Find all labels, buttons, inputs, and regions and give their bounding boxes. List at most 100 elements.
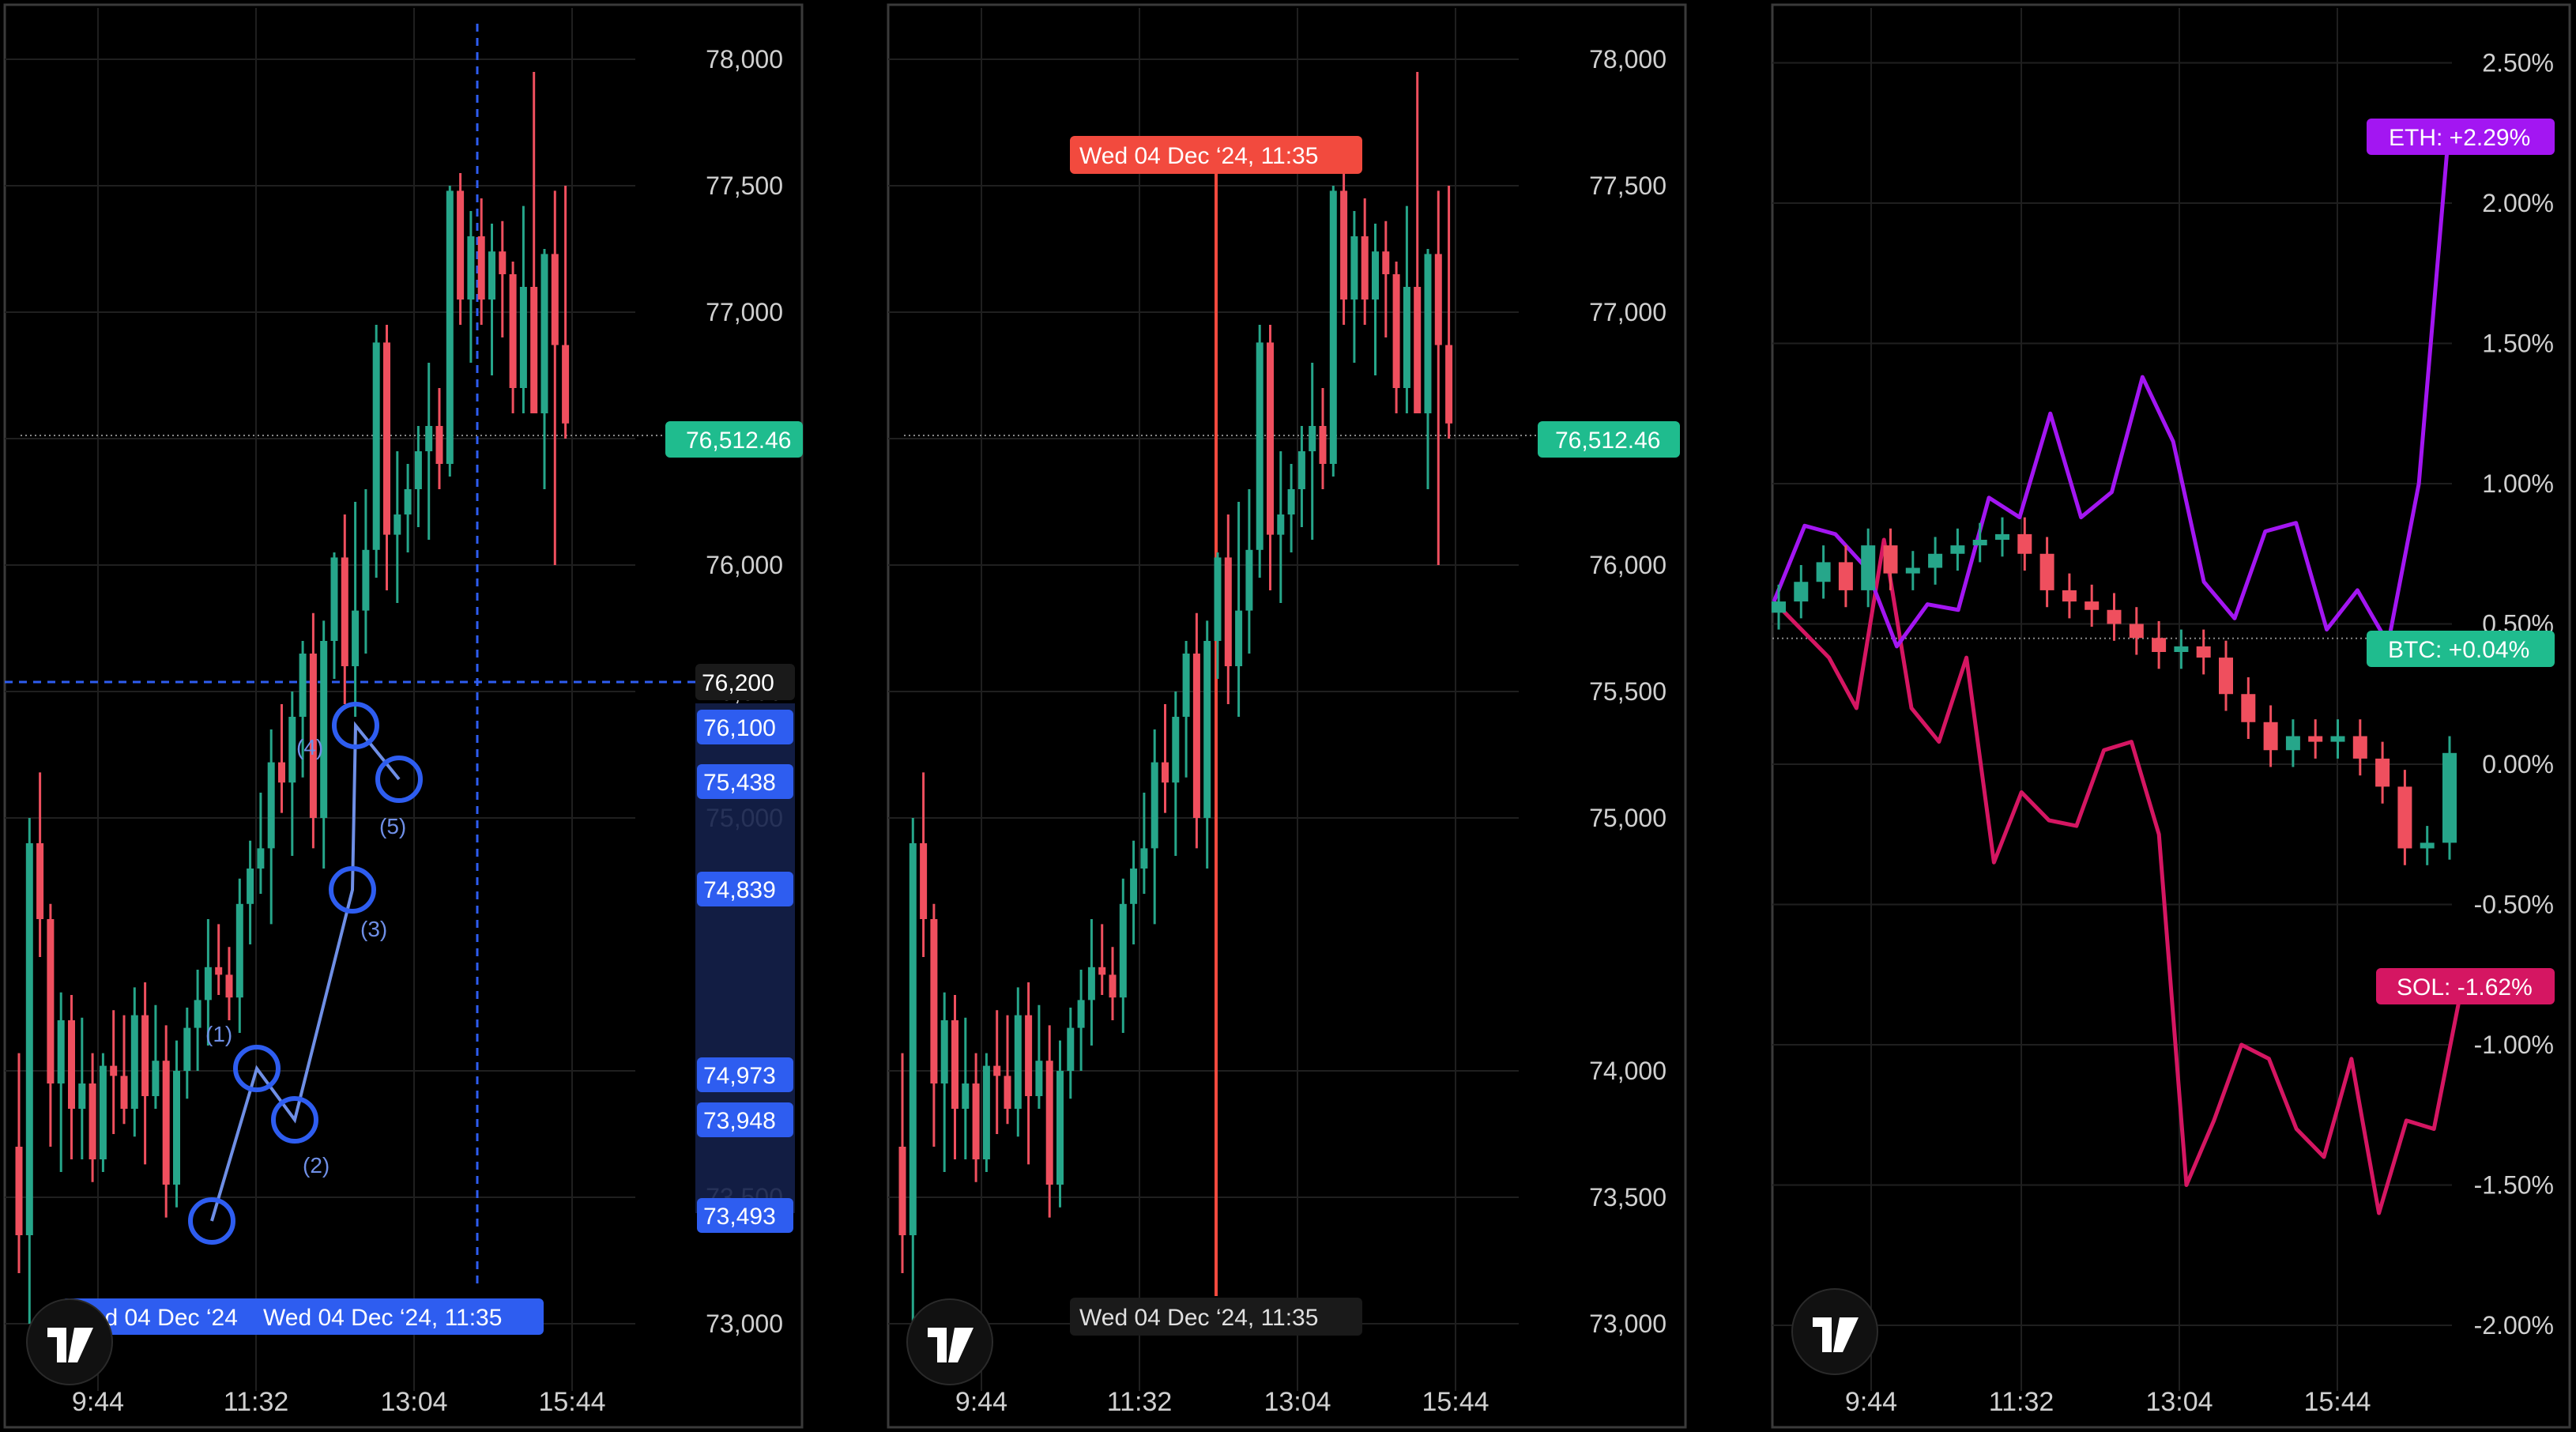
candle-body [962,1083,970,1109]
y-tick-label: 78,000 [706,45,783,73]
candle-body [1067,1027,1075,1071]
candle-body [993,1065,1001,1076]
drawing-price-label[interactable]: 76,100 [703,715,776,741]
x-tick-label: 13:04 [2145,1387,2213,1417]
btc-candle-body [2285,736,2300,751]
x-tick-label: 11:32 [1107,1387,1173,1417]
y-tick-label: 1.50% [2482,330,2554,358]
wave-point-5[interactable] [375,756,423,803]
drawing-price-label[interactable]: 73,948 [703,1108,776,1134]
y-tick-label: 78,000 [1589,45,1666,73]
candle-body [1245,549,1253,611]
candle-body [920,843,928,919]
y-tick-label: -0.50% [2474,891,2554,919]
candle-body [1151,762,1158,849]
y-tick-label: 77,000 [706,298,783,326]
y-tick-label: 2.50% [2482,49,2554,77]
candle-body [435,426,443,464]
drawing-price-label[interactable]: 73,493 [703,1204,776,1230]
candle-body [1045,1061,1053,1185]
sol-line [1772,537,2464,1215]
y-tick-label: 76,000 [706,551,783,579]
last-price-label: 76,512.46 [686,428,791,454]
candle-body [1392,274,1400,388]
candle-body [99,1065,107,1159]
last-price-badge [1538,421,1680,458]
candle-body [1361,236,1369,300]
candle-body [1056,1071,1064,1185]
candle-body [162,1061,170,1185]
tradingview-logo-icon[interactable] [906,1298,993,1385]
y-tick-label: 77,500 [706,171,783,200]
tradingview-logo-icon[interactable] [26,1298,113,1385]
candle-body [1224,557,1232,666]
candle-body [1077,1000,1085,1028]
y-tick-label: 2.00% [2482,189,2554,217]
candle-body [1434,254,1442,345]
btc-candle-body [2397,786,2412,849]
btc-candle-body [2039,553,2054,590]
wave-point-0[interactable] [188,1197,235,1245]
btc-candle-body [2263,722,2278,751]
btc-candle-body [1861,545,1876,590]
drawing-price-badge [697,1057,793,1092]
wave-drawing-line[interactable] [210,721,401,1222]
btc-candle-body [1905,567,1920,574]
eth-label-badge [2367,119,2555,155]
y-tick-label: -2.00% [2474,1311,2554,1340]
candle-body [982,1065,990,1159]
candle-body [36,843,44,919]
drawing-price-label[interactable]: 74,973 [703,1063,776,1089]
candle-body [1109,974,1117,998]
candle-body [1140,848,1148,869]
y-tick-label: 76,000 [1589,551,1666,579]
candle-body [940,1020,948,1083]
candle-body [235,903,243,998]
btc-candle-body [2196,646,2211,658]
candle-body [488,251,495,300]
btc-label-badge [2367,631,2555,667]
y-tick-label: 75,000 [1589,804,1666,832]
drawing-price-label[interactable]: 74,839 [703,877,776,903]
candle-body [972,1083,980,1159]
x-tick-label: 9:44 [955,1387,1007,1417]
wave-point-4[interactable] [332,702,379,749]
wave-point-3[interactable] [329,866,376,914]
candle-body [194,1000,201,1028]
wave-point-1[interactable] [233,1045,281,1092]
candle-body [1372,251,1379,300]
wave-point-2[interactable] [271,1096,318,1144]
candle-body [183,1027,191,1071]
sol-label-badge [2376,968,2555,1004]
candle-body [341,557,348,666]
time-marker-bottom-label: Wed 04 Dec ‘24, 11:35 [1079,1305,1318,1331]
wave-label-4: (4) [296,735,323,759]
wave-label-2: (2) [303,1153,330,1178]
tradingview-logo-icon[interactable] [1791,1288,1878,1375]
candle-body [1382,251,1390,274]
candle-body [352,610,360,666]
last-price-label: 76,512.46 [1555,428,1660,454]
candle-body [1277,514,1285,535]
x-tick-label: 9:44 [72,1387,124,1417]
crosshair-price-badge [695,664,795,700]
btc-candle-body [2062,590,2077,602]
drawing-price-label[interactable]: 75,438 [703,770,776,796]
candle-body [414,451,422,489]
eth-line [1772,121,2452,649]
wave-label-3: (3) [360,917,387,941]
candle-body [477,236,485,300]
candle-body [320,641,328,818]
candle-body [215,967,223,975]
candle-body [499,251,507,274]
y-tick-label: 73,000 [1589,1310,1666,1338]
candle-body [57,1020,65,1083]
candle-body [909,843,917,1235]
sol-label: SOL: -1.62% [2397,974,2533,1001]
candle-body [1319,426,1327,464]
crosshair-price-label: 76,200 [702,670,774,696]
btc-candle-body [1772,601,1786,613]
btc-candle-body [2129,624,2144,639]
candle-body [1309,426,1316,451]
